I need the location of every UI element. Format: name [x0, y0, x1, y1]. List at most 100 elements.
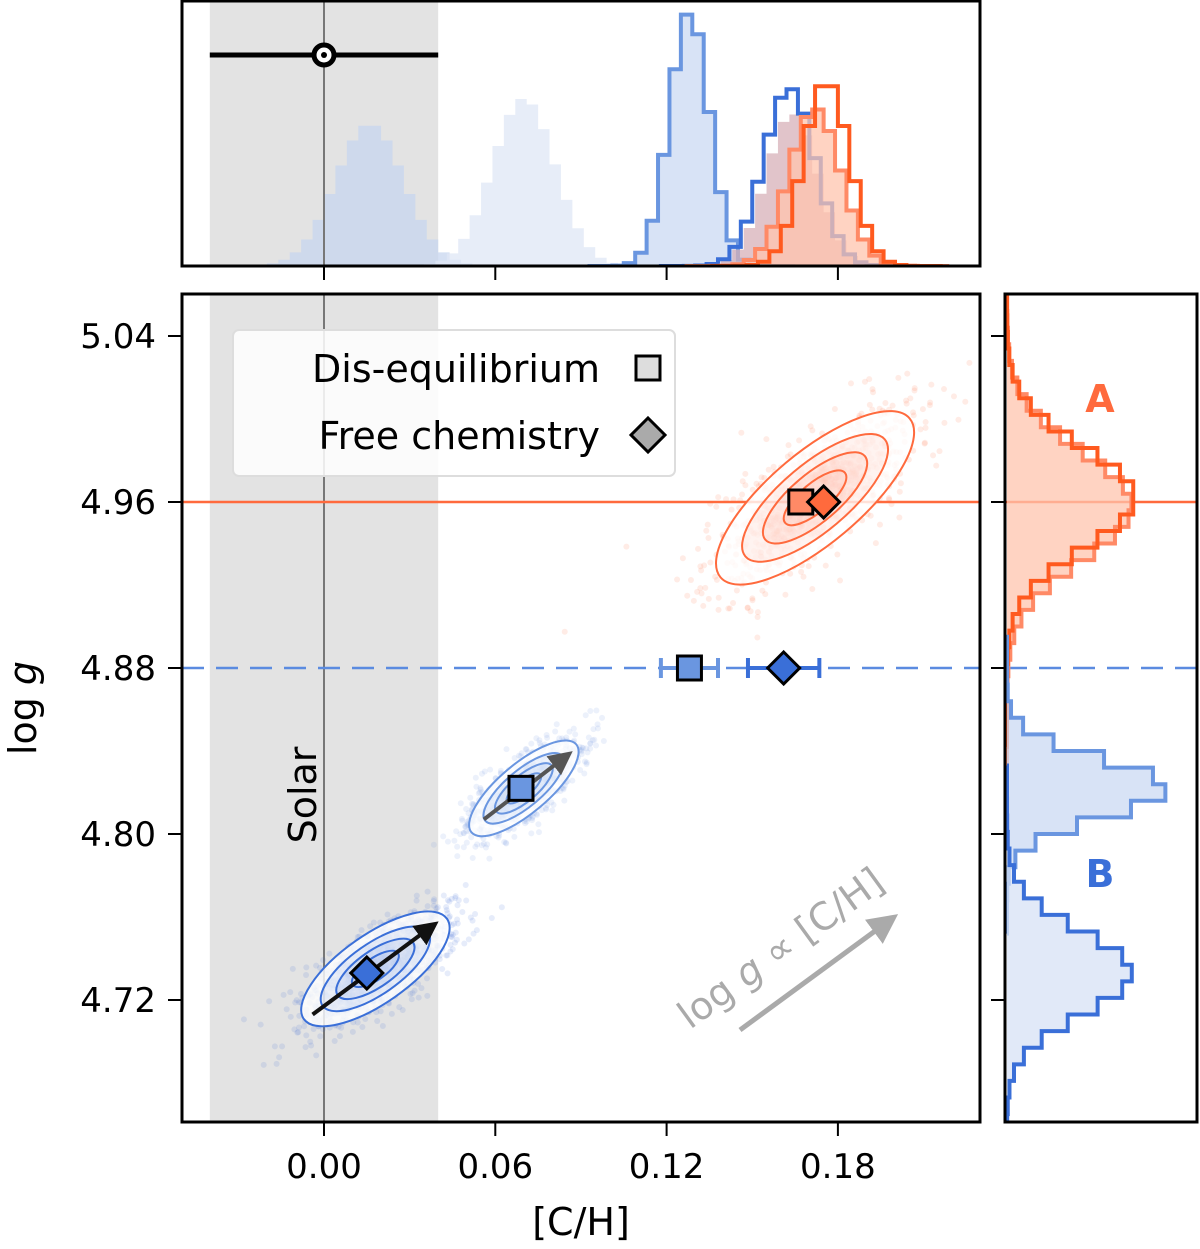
- legend-square-icon: [634, 354, 662, 382]
- posterior-sample: [240, 1016, 247, 1023]
- posterior-sample: [584, 749, 591, 756]
- posterior-sample: [273, 1060, 280, 1067]
- posterior-sample: [739, 478, 746, 485]
- posterior-sample: [287, 989, 294, 996]
- x-tick-label-0: 0.00: [286, 1147, 362, 1187]
- posterior-sample: [469, 800, 476, 807]
- posterior-sample: [798, 568, 805, 575]
- posterior-sample: [430, 897, 437, 904]
- posterior-sample: [698, 590, 705, 597]
- posterior-sample: [754, 634, 761, 641]
- posterior-sample: [399, 1007, 406, 1014]
- posterior-sample: [535, 821, 542, 828]
- posterior-sample: [787, 451, 794, 458]
- label-B: B: [1086, 852, 1115, 896]
- posterior-sample: [374, 1017, 381, 1024]
- posterior-sample: [770, 463, 777, 470]
- posterior-sample: [257, 1021, 264, 1028]
- posterior-sample: [503, 840, 510, 847]
- posterior-sample: [922, 424, 929, 431]
- posterior-sample: [276, 1054, 283, 1061]
- posterior-sample: [705, 595, 712, 602]
- posterior-sample: [707, 559, 714, 566]
- posterior-sample: [886, 496, 893, 503]
- posterior-sample: [528, 830, 535, 837]
- diamond-marker-B: [765, 649, 802, 687]
- posterior-sample: [472, 911, 479, 918]
- posterior-sample: [749, 595, 756, 602]
- solar-label: Solar: [281, 746, 325, 843]
- posterior-sample: [533, 735, 540, 742]
- posterior-sample: [430, 841, 437, 848]
- posterior-sample: [889, 402, 896, 409]
- posterior-sample: [739, 491, 746, 498]
- posterior-sample: [917, 426, 924, 433]
- posterior-sample: [587, 740, 594, 747]
- posterior-sample: [444, 838, 451, 845]
- posterior-sample: [462, 881, 469, 888]
- posterior-sample: [911, 387, 918, 394]
- posterior-sample: [697, 585, 704, 592]
- posterior-sample: [423, 975, 430, 982]
- posterior-sample: [297, 990, 304, 997]
- posterior-sample: [581, 770, 588, 777]
- posterior-sample: [910, 409, 917, 416]
- posterior-sample: [858, 410, 865, 417]
- posterior-sample: [866, 401, 873, 408]
- posterior-sample: [313, 962, 320, 969]
- posterior-sample: [725, 605, 732, 612]
- posterior-sample: [782, 591, 789, 598]
- top-histogram-0: [198, 125, 541, 266]
- posterior-sample: [484, 841, 491, 848]
- right-panel-frame: [1003, 292, 1199, 1124]
- posterior-sample: [424, 992, 431, 999]
- posterior-sample: [467, 794, 474, 801]
- posterior-sample: [787, 570, 794, 577]
- posterior-sample: [809, 427, 816, 434]
- posterior-sample: [486, 855, 493, 862]
- posterior-sample: [523, 746, 530, 753]
- posterior-sample: [457, 831, 464, 838]
- posterior-sample: [358, 927, 365, 934]
- posterior-sample: [834, 551, 841, 558]
- posterior-sample: [454, 843, 461, 850]
- posterior-sample: [869, 406, 876, 413]
- posterior-sample: [896, 514, 903, 521]
- posterior-sample: [289, 965, 296, 972]
- posterior-sample: [474, 841, 481, 848]
- posterior-sample: [518, 750, 525, 757]
- top-histogram-panel: [180, 0, 982, 280]
- posterior-sample: [535, 829, 542, 836]
- posterior-sample: [754, 609, 761, 616]
- posterior-sample: [271, 1043, 278, 1050]
- square-marker-B: [675, 654, 703, 682]
- posterior-sample: [283, 1006, 290, 1013]
- main-scatter-panel: Solar log g ∝ [C/H] Dis-equilibrium Free ch…: [80, 292, 1018, 1187]
- posterior-sample: [362, 1016, 369, 1023]
- posterior-sample: [712, 573, 719, 580]
- posterior-sample: [463, 897, 470, 904]
- posterior-sample: [503, 746, 510, 753]
- posterior-sample: [593, 742, 600, 749]
- posterior-sample: [536, 740, 543, 747]
- posterior-sample: [684, 592, 691, 599]
- posterior-sample: [926, 402, 933, 409]
- posterior-sample: [308, 1042, 315, 1049]
- posterior-sample: [715, 606, 722, 613]
- posterior-sample: [566, 728, 573, 735]
- posterior-sample: [702, 584, 709, 591]
- posterior-sample: [698, 567, 705, 574]
- posterior-sample: [478, 770, 485, 777]
- y-tick-label-0: 5.04: [80, 317, 156, 357]
- posterior-sample: [579, 744, 586, 751]
- posterior-sample: [451, 837, 458, 844]
- posterior-sample: [1012, 339, 1018, 345]
- posterior-sample: [922, 419, 929, 426]
- posterior-sample: [730, 600, 737, 607]
- posterior-sample: [581, 758, 588, 765]
- posterior-sample: [313, 1052, 320, 1059]
- posterior-sample: [553, 721, 560, 728]
- posterior-sample: [529, 817, 536, 824]
- posterior-sample: [753, 480, 760, 487]
- posterior-sample: [582, 712, 589, 719]
